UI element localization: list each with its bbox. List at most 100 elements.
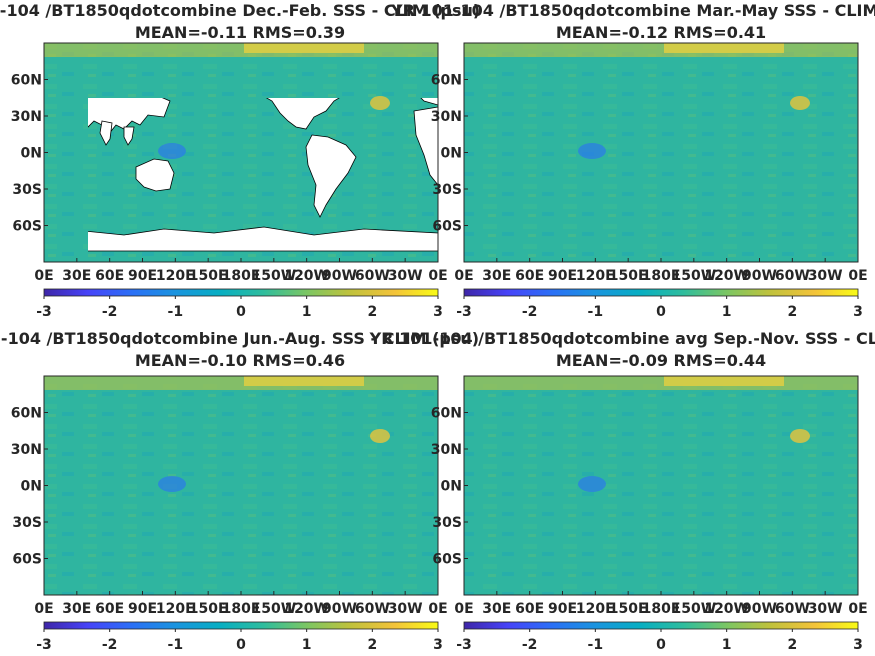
- colorbar: -3 -2 -1 0 1 2 3: [456, 621, 863, 653]
- y-tick-label: 0N: [21, 146, 42, 162]
- colorbar-ramp: [463, 288, 859, 297]
- colorbar-tick-label: 1: [722, 304, 732, 320]
- maritime-continent-anomaly: [158, 143, 186, 159]
- map-panel-4: YR 101-104 /BT1850qdotcombine avg Sep.-N…: [369, 329, 875, 653]
- colorbar-tick-label: 1: [722, 637, 732, 653]
- colorbar-tick-label: 2: [367, 637, 377, 653]
- gulf-stream-anomaly: [790, 429, 810, 443]
- x-tick-label: 180E: [642, 268, 681, 284]
- x-tick-label: 150W: [671, 268, 716, 284]
- maritime-continent-anomaly: [578, 143, 606, 159]
- colorbar-tick-label: -3: [36, 304, 52, 320]
- colorbar-ramp: [43, 621, 439, 630]
- arctic-hotspot: [244, 43, 364, 53]
- colorbar-tick-label: 3: [433, 304, 443, 320]
- x-tick-label: 150E: [609, 601, 648, 617]
- y-tick-label: 60S: [432, 219, 462, 235]
- x-tick-label: 120E: [156, 268, 195, 284]
- x-tick-label: 120E: [156, 601, 195, 617]
- x-tick-label: 180E: [222, 601, 261, 617]
- x-tick-label: 120E: [576, 268, 615, 284]
- x-tick-label: 30W: [388, 268, 423, 284]
- colorbar-tick-label: 3: [433, 637, 443, 653]
- panel-title: YR 101-104 /BT1850qdotcombine Mar.-May S…: [390, 1, 875, 20]
- x-tick-label: 0E: [34, 268, 53, 284]
- x-tick-label: 120W: [284, 268, 329, 284]
- y-tick-label: 60N: [11, 406, 42, 422]
- x-tick-label: 90W: [742, 268, 777, 284]
- colorbar: -3 -2 -1 0 1 2 3: [36, 288, 443, 320]
- maritime-continent-anomaly: [158, 476, 186, 492]
- maritime-continent-anomaly: [578, 476, 606, 492]
- colorbar-tick-label: 0: [656, 637, 666, 653]
- arctic-anomaly: [464, 376, 858, 390]
- y-tick-label: 60N: [431, 73, 462, 89]
- colorbar-tick-label: -1: [168, 304, 184, 320]
- colorbar-tick-label: -3: [456, 637, 472, 653]
- colorbar-ramp: [43, 288, 439, 297]
- x-tick-label: 90E: [128, 268, 157, 284]
- colorbar-tick-label: 2: [787, 637, 797, 653]
- x-tick-label: 60W: [775, 268, 810, 284]
- colorbar-tick-label: 0: [236, 637, 246, 653]
- colorbar-tick-label: 0: [236, 304, 246, 320]
- arctic-anomaly: [464, 43, 858, 57]
- colorbar-tick-label: 0: [656, 304, 666, 320]
- y-tick-label: 30S: [12, 515, 42, 531]
- x-tick-label: 150E: [609, 268, 648, 284]
- arctic-hotspot: [244, 376, 364, 386]
- x-tick-label: 120W: [704, 601, 749, 617]
- x-tick-label: 0E: [428, 268, 447, 284]
- colorbar-tick-label: 1: [302, 637, 312, 653]
- y-tick-label: 30S: [12, 182, 42, 198]
- y-tick-label: 60N: [11, 73, 42, 89]
- y-tick-label: 30N: [431, 109, 462, 125]
- x-tick-label: 150E: [189, 601, 228, 617]
- y-tick-label: 60S: [12, 552, 42, 568]
- colorbar-tick-label: -3: [36, 637, 52, 653]
- x-tick-label: 180E: [222, 268, 261, 284]
- panel-title: -104 /BT1850qdotcombine Dec.-Feb. SSS - …: [0, 1, 480, 20]
- map-panel-1: -104 /BT1850qdotcombine Dec.-Feb. SSS - …: [0, 1, 480, 320]
- y-tick-label: 30N: [11, 442, 42, 458]
- x-tick-label: 0E: [428, 601, 447, 617]
- x-tick-label: 30E: [62, 268, 91, 284]
- x-tick-label: 60W: [355, 601, 390, 617]
- x-tick-label: 30W: [808, 601, 843, 617]
- colorbar-tick-label: 3: [853, 637, 863, 653]
- colorbar-tick-label: -2: [102, 304, 118, 320]
- x-tick-label: 60E: [95, 601, 124, 617]
- panel-stats: MEAN=-0.11 RMS=0.39: [135, 23, 345, 42]
- x-tick-label: 90W: [742, 601, 777, 617]
- ocean-field: [464, 43, 858, 262]
- x-tick-label: 120W: [704, 268, 749, 284]
- map-panel-3: -104 /BT1850qdotcombine Jun.-Aug. SSS - …: [1, 329, 479, 653]
- x-tick-label: 180E: [642, 601, 681, 617]
- y-tick-label: 30N: [11, 109, 42, 125]
- colorbar-tick-label: -2: [102, 637, 118, 653]
- x-tick-label: 90W: [322, 268, 357, 284]
- ocean-field: [44, 376, 438, 595]
- x-tick-label: 30W: [388, 601, 423, 617]
- colorbar-tick-label: 2: [367, 304, 377, 320]
- colorbar: -3 -2 -1 0 1 2 3: [456, 288, 863, 320]
- y-tick-label: 30S: [432, 515, 462, 531]
- x-tick-label: 30E: [482, 601, 511, 617]
- x-tick-label: 150W: [671, 601, 716, 617]
- colorbar-tick-label: -1: [168, 637, 184, 653]
- y-tick-label: 60S: [432, 552, 462, 568]
- x-tick-label: 60W: [355, 268, 390, 284]
- colorbar-tick-label: -1: [588, 637, 604, 653]
- arctic-anomaly: [44, 376, 438, 390]
- colorbar-tick-label: -2: [522, 637, 538, 653]
- x-tick-label: 60E: [95, 268, 124, 284]
- colorbar-tick-label: -3: [456, 304, 472, 320]
- x-tick-label: 90E: [548, 601, 577, 617]
- map-panel-2: YR 101-104 /BT1850qdotcombine Mar.-May S…: [390, 1, 875, 320]
- x-tick-label: 30E: [62, 601, 91, 617]
- colorbar-tick-label: 2: [787, 304, 797, 320]
- panel-stats: MEAN=-0.10 RMS=0.46: [135, 351, 345, 370]
- gulf-stream-anomaly: [370, 96, 390, 110]
- colorbar-tick-label: 1: [302, 304, 312, 320]
